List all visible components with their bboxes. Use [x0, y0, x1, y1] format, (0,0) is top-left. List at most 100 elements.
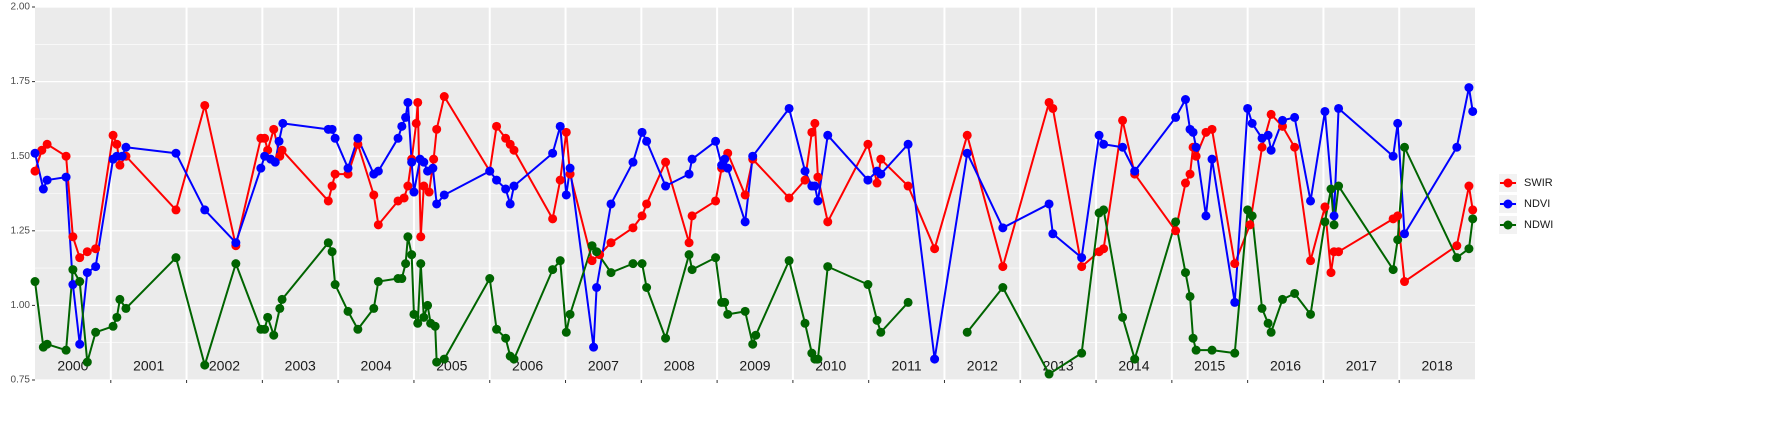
data-point — [876, 154, 886, 164]
data-point — [810, 118, 820, 128]
data-point — [800, 175, 810, 185]
data-point — [1468, 214, 1478, 224]
data-point — [555, 121, 565, 131]
data-point — [1306, 309, 1316, 319]
data-point — [492, 324, 502, 334]
data-point — [439, 190, 449, 200]
data-point — [1334, 181, 1344, 191]
data-point — [75, 253, 85, 263]
legend-point — [1503, 220, 1513, 230]
data-point — [439, 354, 449, 364]
data-point — [270, 157, 280, 167]
data-point — [813, 172, 823, 182]
data-point — [1290, 112, 1300, 122]
year-label: 2006 — [512, 358, 543, 374]
data-point — [432, 357, 442, 367]
data-point — [872, 178, 882, 188]
data-point — [108, 321, 118, 331]
data-point — [1048, 103, 1058, 113]
data-point — [61, 151, 71, 161]
data-point — [327, 124, 337, 134]
data-point — [263, 312, 273, 322]
year-label: 2007 — [588, 358, 619, 374]
data-point — [509, 145, 519, 155]
data-point — [409, 187, 419, 197]
data-point — [1320, 202, 1330, 212]
data-point — [82, 357, 92, 367]
data-point — [872, 315, 882, 325]
data-point — [91, 262, 101, 272]
data-point — [403, 97, 413, 107]
data-point — [1171, 112, 1181, 122]
data-point — [260, 324, 270, 334]
data-point — [687, 154, 697, 164]
data-point — [1306, 256, 1316, 266]
data-point — [429, 154, 439, 164]
year-label: 2004 — [360, 358, 391, 374]
data-point — [810, 181, 820, 191]
data-point — [1099, 244, 1109, 254]
data-point — [823, 217, 833, 227]
data-point — [1266, 327, 1276, 337]
data-point — [1388, 151, 1398, 161]
data-point — [413, 97, 423, 107]
data-point — [784, 193, 794, 203]
year-label: 2011 — [892, 358, 922, 374]
data-point — [323, 196, 333, 206]
data-point — [748, 151, 758, 161]
data-point — [1266, 145, 1276, 155]
data-point — [256, 163, 266, 173]
y-tick-label: 2.00 — [11, 2, 31, 13]
data-point — [1247, 211, 1257, 221]
data-point — [684, 250, 694, 260]
data-point — [1277, 294, 1287, 304]
data-point — [637, 211, 647, 221]
data-point — [1188, 127, 1198, 137]
legend-point — [1503, 199, 1513, 209]
data-point — [711, 136, 721, 146]
data-point — [903, 181, 913, 191]
data-point — [1329, 211, 1339, 221]
data-point — [61, 345, 71, 355]
data-point — [1077, 262, 1087, 272]
data-point — [1393, 235, 1403, 245]
data-point — [42, 175, 52, 185]
data-point — [687, 265, 697, 275]
data-point — [419, 157, 429, 167]
data-point — [1191, 151, 1201, 161]
data-point — [38, 184, 48, 194]
data-point — [1188, 333, 1198, 343]
data-point — [439, 92, 449, 102]
data-point — [75, 277, 85, 287]
data-point — [1452, 142, 1462, 152]
data-point — [711, 196, 721, 206]
data-point — [565, 163, 575, 173]
data-point — [784, 256, 794, 266]
data-point — [428, 163, 438, 173]
data-point — [687, 211, 697, 221]
data-point — [1266, 109, 1276, 119]
data-point — [998, 223, 1008, 233]
data-point — [1230, 348, 1240, 358]
data-point — [606, 238, 616, 248]
data-point — [369, 303, 379, 313]
data-point — [432, 124, 442, 134]
data-point — [505, 199, 515, 209]
data-point — [401, 259, 411, 269]
data-point — [274, 136, 284, 146]
data-point — [277, 294, 287, 304]
data-point — [393, 133, 403, 143]
year-label: 2018 — [1422, 358, 1453, 374]
year-label: 2017 — [1346, 358, 1377, 374]
data-point — [720, 297, 730, 307]
data-point — [399, 193, 409, 203]
data-point — [42, 139, 52, 149]
data-point — [800, 166, 810, 176]
data-point — [108, 130, 118, 140]
data-point — [1464, 181, 1474, 191]
data-point — [1171, 217, 1181, 227]
data-point — [1400, 142, 1410, 152]
data-point — [1290, 288, 1300, 298]
